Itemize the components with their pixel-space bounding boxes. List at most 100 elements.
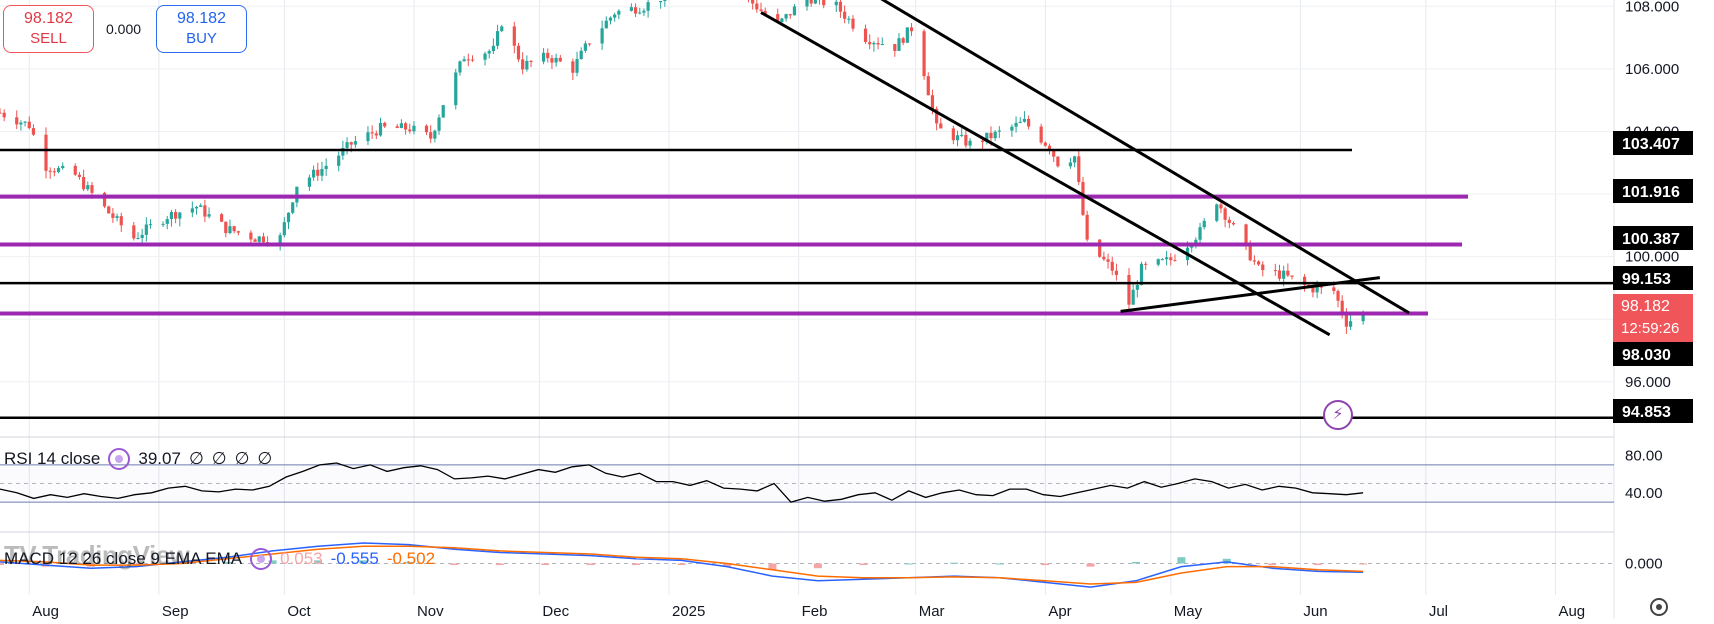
candle-body <box>897 38 901 51</box>
candle-body <box>1248 243 1252 261</box>
candle-body <box>1223 208 1227 220</box>
candle-body <box>90 185 94 193</box>
candle-body <box>61 165 65 169</box>
candle-body <box>1027 118 1031 127</box>
rsi-extra-2: ∅ <box>211 449 227 468</box>
candle-body <box>633 7 638 14</box>
candle-body <box>1102 256 1106 260</box>
macd-settings-icon[interactable] <box>250 548 273 570</box>
rsi-settings-icon[interactable] <box>108 448 131 470</box>
candle-body <box>600 28 604 44</box>
candle-body <box>1022 118 1027 122</box>
candle-body <box>843 11 847 19</box>
candle-body <box>1332 287 1336 291</box>
candle-body <box>1043 142 1047 146</box>
candle-body <box>663 0 667 1</box>
candle-body <box>424 125 429 133</box>
macd-tick-label: 0.000 <box>1625 556 1663 573</box>
macd-histogram-value: 0.053 <box>280 549 323 568</box>
candle-body <box>1252 260 1257 262</box>
sell-button[interactable]: 98.182 SELL <box>3 5 94 53</box>
candle-body <box>487 51 491 54</box>
candle-body <box>638 12 642 14</box>
candle-body <box>834 1 838 6</box>
candle-body <box>249 232 253 240</box>
rsi-legend[interactable]: RSI 14 close 39.07 ∅ ∅ ∅ ∅ <box>4 448 272 470</box>
candle-body <box>926 76 930 96</box>
rsi-value: 39.07 <box>138 449 181 468</box>
candle-body <box>1244 224 1248 244</box>
candle-body <box>909 27 914 32</box>
buy-button[interactable]: 98.182 BUY <box>156 5 247 53</box>
candle-body <box>558 57 562 62</box>
candle-body <box>366 132 370 142</box>
candle-body <box>659 0 663 3</box>
settings-icon[interactable] <box>1650 598 1668 616</box>
macd-legend[interactable]: MACD 12 26 close 9 EMA EMA 0.053 -0.555 … <box>4 548 435 570</box>
candle-body <box>1052 150 1056 157</box>
candle-body <box>1173 260 1177 262</box>
candle-body <box>454 72 458 106</box>
candle-body <box>383 122 387 127</box>
x-tick-label: Dec <box>542 603 569 619</box>
candle-body <box>374 133 378 136</box>
candle-body <box>575 59 579 73</box>
candle-body <box>236 231 240 233</box>
candle-body <box>964 134 968 146</box>
candle-body <box>554 57 558 63</box>
candle-body <box>174 211 178 219</box>
level-tag-label: 101.916 <box>1622 184 1680 201</box>
macd-histogram-bar <box>904 563 913 565</box>
candle-body <box>646 2 650 11</box>
candle-body <box>604 20 608 29</box>
macd-histogram-bar <box>1086 563 1095 567</box>
candle-body <box>981 140 985 143</box>
candle-body <box>370 132 374 134</box>
candle-body <box>951 128 955 141</box>
candle-body <box>525 60 529 70</box>
macd-histogram-bar <box>995 563 1004 565</box>
candle-body <box>433 130 437 139</box>
candle-body <box>1139 263 1144 286</box>
candle-body <box>993 131 997 139</box>
candle-body <box>470 59 475 61</box>
candle-body <box>295 186 299 203</box>
candle-body <box>1194 239 1198 246</box>
macd-histogram-bar <box>0 563 4 566</box>
candle-body <box>399 123 404 129</box>
macd-histogram-bar <box>314 560 323 564</box>
candle-body <box>107 206 111 214</box>
macd-histogram-bar <box>1268 563 1277 566</box>
candle-body <box>1282 270 1286 279</box>
lightning-icon[interactable]: ⚡ <box>1323 400 1353 430</box>
x-tick-label: Jun <box>1303 603 1327 619</box>
watermark-text: TradingView <box>42 540 190 570</box>
candle-body <box>755 3 759 10</box>
candle-body <box>15 117 19 125</box>
candle-body <box>148 224 153 226</box>
candle-body <box>136 237 140 239</box>
macd-histogram-bar <box>677 563 686 566</box>
candle-body <box>1144 263 1148 265</box>
y-tick-label: 106.000 <box>1625 61 1679 78</box>
rsi-tick-label: 40.00 <box>1625 485 1663 502</box>
candle-body <box>82 176 86 190</box>
macd-histogram-bar <box>859 563 868 566</box>
candle-body <box>458 61 462 73</box>
candle-body <box>194 206 199 209</box>
macd-histogram-bar <box>1177 557 1186 564</box>
bar-countdown: 12:59:26 <box>1621 320 1680 337</box>
candle-body <box>1256 261 1261 265</box>
candle-body <box>1098 239 1102 257</box>
candle-body <box>863 28 868 43</box>
macd-histogram-bar <box>1359 563 1368 565</box>
current-price-tag: 98.182 12:59:26 <box>1613 294 1693 342</box>
macd-name: MACD 12 26 close 9 EMA EMA <box>4 549 243 568</box>
candle-body <box>491 45 495 52</box>
candle-body <box>985 132 989 143</box>
level-tag-bg <box>1613 226 1693 250</box>
level-tag-label: 103.407 <box>1622 136 1680 153</box>
candle-body <box>86 185 90 190</box>
